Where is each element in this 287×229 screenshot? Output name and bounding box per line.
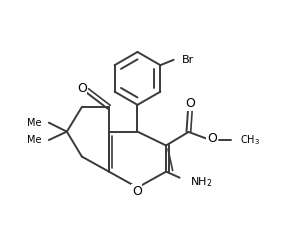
Text: O: O — [207, 132, 217, 145]
Text: O: O — [185, 97, 195, 110]
Text: Me: Me — [27, 118, 42, 128]
Text: NH$_2$: NH$_2$ — [190, 175, 213, 189]
Text: O: O — [77, 82, 87, 95]
Text: Br: Br — [181, 55, 194, 65]
Text: O: O — [132, 185, 142, 198]
Text: CH$_3$: CH$_3$ — [240, 134, 260, 147]
Text: Me: Me — [27, 135, 42, 145]
